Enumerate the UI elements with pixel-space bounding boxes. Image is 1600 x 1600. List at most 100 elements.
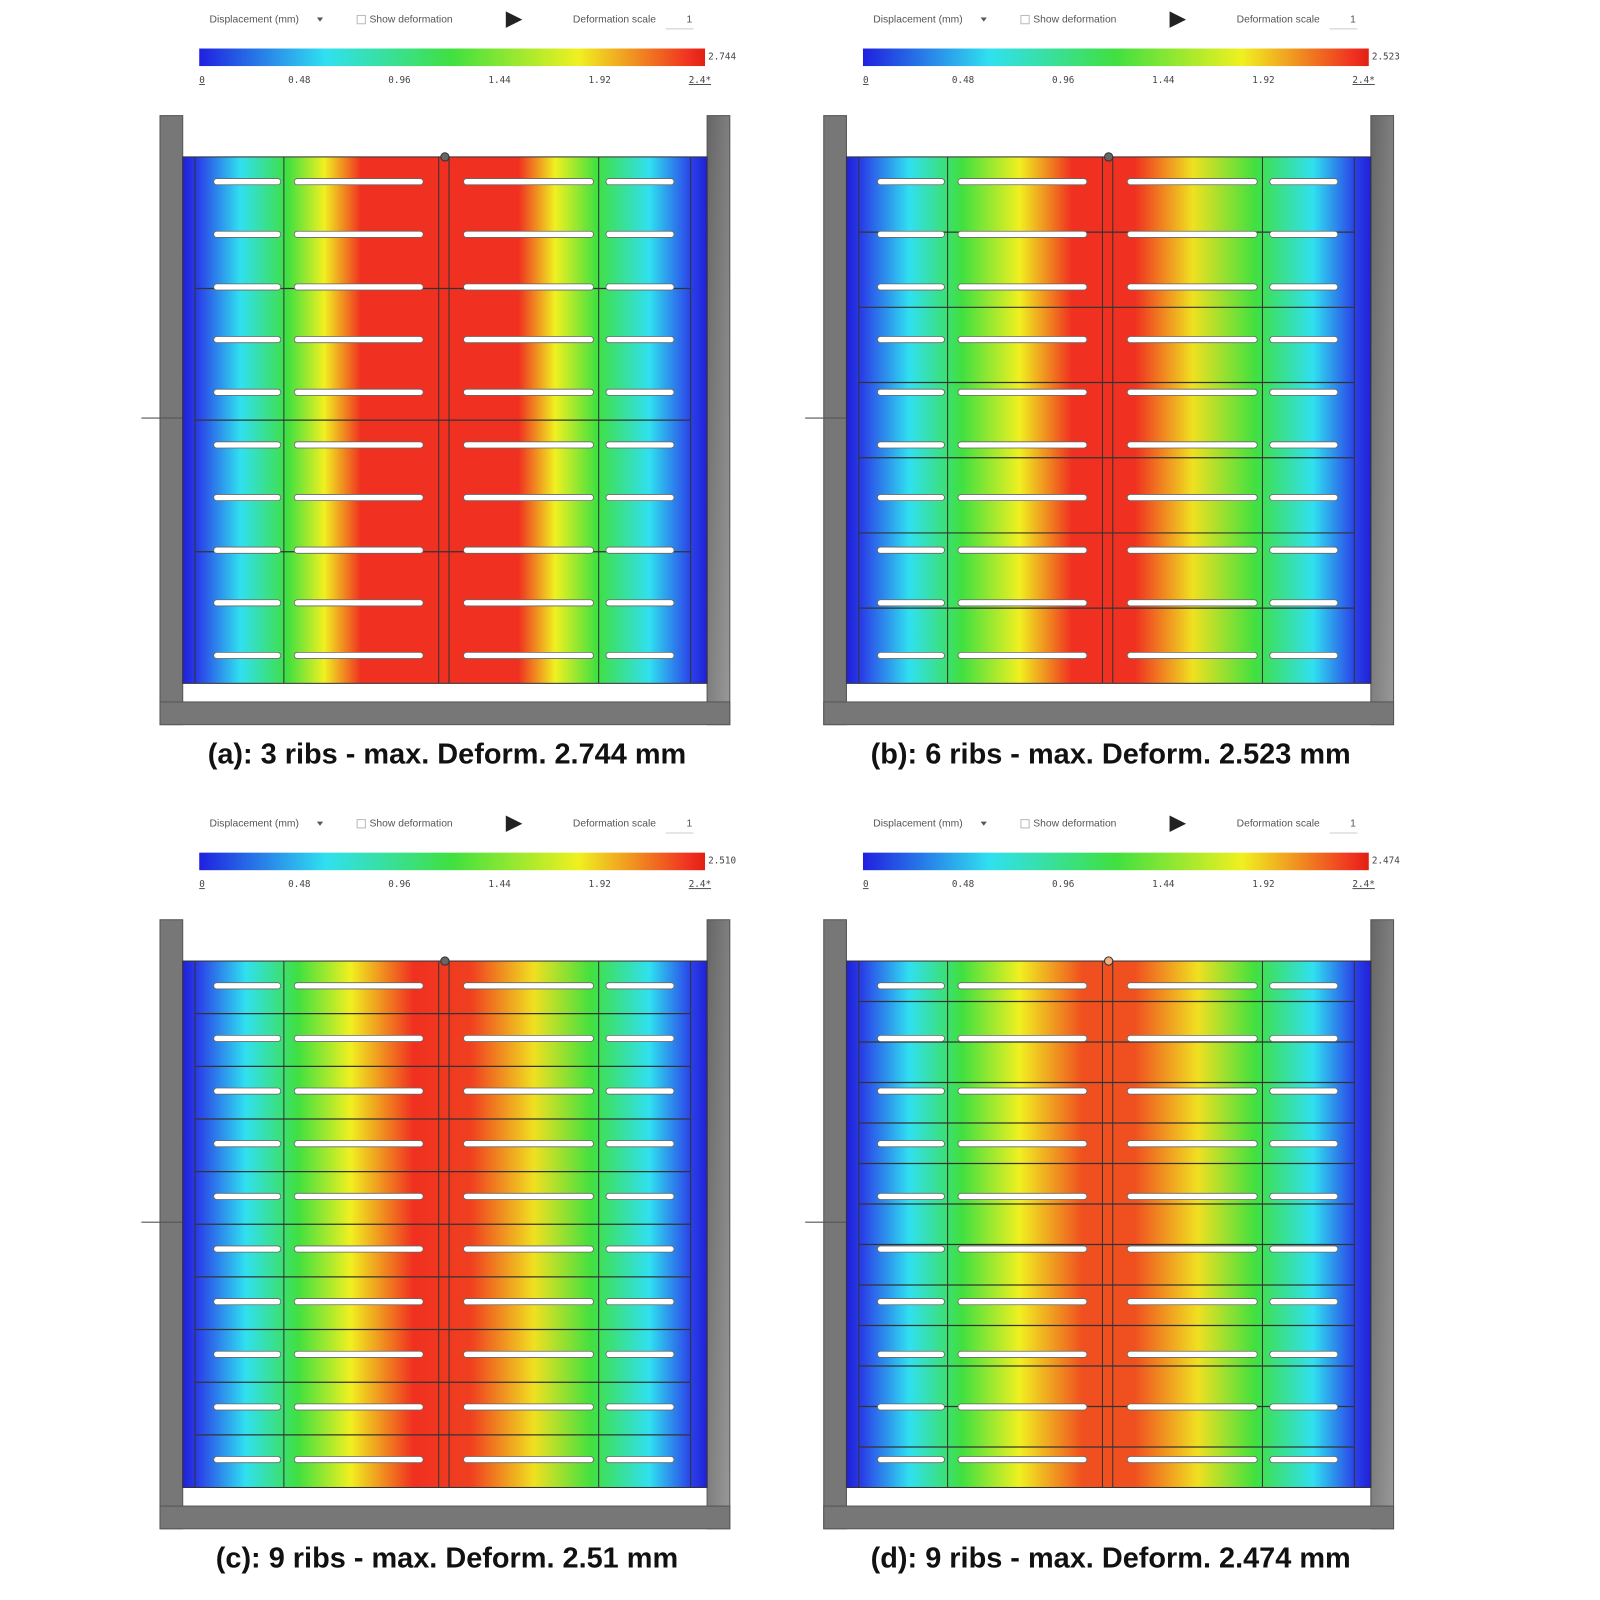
slot bbox=[1269, 1298, 1339, 1306]
slot bbox=[1126, 1298, 1258, 1306]
slot bbox=[957, 599, 1088, 607]
caption: (c): 9 ribs - max. Deform. 2.51 mm bbox=[216, 1542, 678, 1574]
slot bbox=[293, 1403, 424, 1411]
slot bbox=[293, 230, 424, 238]
slot bbox=[605, 599, 675, 607]
slot bbox=[1269, 651, 1339, 659]
slot bbox=[213, 1140, 282, 1148]
slot bbox=[463, 982, 594, 990]
slot bbox=[1269, 1140, 1339, 1148]
colorbar-tick-label: 1.92 bbox=[1252, 879, 1274, 890]
scale-value[interactable]: 1 bbox=[1350, 818, 1356, 829]
colorbar-tick-label: 0.96 bbox=[1052, 879, 1074, 890]
checkbox[interactable] bbox=[356, 14, 366, 25]
slot bbox=[1269, 1192, 1339, 1200]
frame-bottom bbox=[823, 1505, 1395, 1530]
slot bbox=[463, 494, 594, 502]
slot bbox=[605, 388, 675, 396]
slot bbox=[293, 1456, 424, 1464]
slot bbox=[1269, 1403, 1339, 1411]
toolbar: Displacement (mm) Show deformation Deforma… bbox=[210, 11, 694, 30]
dropdown-caret bbox=[316, 821, 324, 826]
slot bbox=[605, 441, 675, 449]
slot bbox=[877, 546, 945, 554]
frame-bottom bbox=[823, 701, 1395, 726]
slot bbox=[213, 178, 282, 186]
colorbar-tick-label: 0 bbox=[199, 879, 205, 890]
result-dropdown[interactable]: Displacement (mm) bbox=[210, 818, 299, 829]
slot bbox=[1269, 1245, 1339, 1253]
slot bbox=[213, 1350, 282, 1358]
slot bbox=[463, 546, 594, 554]
slot bbox=[957, 1403, 1088, 1411]
result-dropdown[interactable]: Displacement (mm) bbox=[873, 14, 962, 25]
colorbar-max: 2.523 bbox=[1372, 51, 1400, 62]
slot bbox=[213, 494, 282, 502]
slot bbox=[1126, 599, 1258, 607]
colorbar-tick-label: 1.44 bbox=[488, 75, 511, 86]
slot bbox=[605, 178, 675, 186]
colorbar bbox=[862, 852, 1369, 871]
checkbox-label: Show deformation bbox=[1033, 14, 1116, 25]
slot bbox=[213, 651, 282, 659]
checkbox-label: Show deformation bbox=[1033, 818, 1116, 829]
slot bbox=[957, 494, 1088, 502]
caption: (d): 9 ribs - max. Deform. 2.474 mm bbox=[871, 1542, 1351, 1574]
slot bbox=[1269, 230, 1339, 238]
slot bbox=[605, 1192, 675, 1200]
frame-left-post bbox=[823, 919, 847, 1530]
slot bbox=[463, 1245, 594, 1253]
slot bbox=[1126, 1087, 1258, 1095]
slot bbox=[957, 1087, 1088, 1095]
slot bbox=[957, 1245, 1088, 1253]
slot bbox=[877, 1192, 945, 1200]
scale-value[interactable]: 1 bbox=[1350, 14, 1356, 25]
colorbar-tick-label: 0.48 bbox=[952, 879, 974, 890]
slot bbox=[463, 283, 594, 291]
slot bbox=[957, 388, 1088, 396]
slot bbox=[1126, 178, 1258, 186]
slot bbox=[1126, 283, 1258, 291]
slot bbox=[463, 1140, 594, 1148]
result-dropdown[interactable]: Displacement (mm) bbox=[210, 14, 299, 25]
panel: Displacement (mm) Show deformation Deforma… bbox=[141, 11, 736, 770]
slot bbox=[605, 230, 675, 238]
scale-value[interactable]: 1 bbox=[686, 14, 692, 25]
colorbar-tick-label: 0 bbox=[199, 75, 205, 86]
slot bbox=[877, 336, 945, 344]
slot bbox=[877, 599, 945, 607]
slot bbox=[605, 1350, 675, 1358]
slot bbox=[293, 1245, 424, 1253]
slot bbox=[293, 1298, 424, 1306]
frame-right-post bbox=[1370, 919, 1395, 1530]
result-dropdown[interactable]: Displacement (mm) bbox=[873, 818, 962, 829]
play-button[interactable] bbox=[1169, 815, 1187, 832]
slot bbox=[877, 1034, 945, 1042]
frame-left-post bbox=[159, 919, 184, 1530]
scale-value[interactable]: 1 bbox=[686, 818, 692, 829]
colorbar-tick-label: 0.48 bbox=[288, 75, 310, 86]
slot bbox=[463, 1350, 594, 1358]
slot bbox=[293, 599, 424, 607]
slot bbox=[213, 982, 282, 990]
slot bbox=[877, 1087, 945, 1095]
slot bbox=[1269, 441, 1339, 449]
slot bbox=[213, 1245, 282, 1253]
slot bbox=[877, 982, 945, 990]
play-button[interactable] bbox=[505, 11, 523, 28]
slot bbox=[1269, 336, 1339, 344]
checkbox[interactable] bbox=[356, 819, 366, 829]
checkbox[interactable] bbox=[1020, 14, 1030, 25]
checkbox-label: Show deformation bbox=[370, 818, 453, 829]
slot bbox=[1126, 1192, 1258, 1200]
play-button[interactable] bbox=[1169, 11, 1187, 28]
checkbox[interactable] bbox=[1020, 819, 1030, 829]
load-point bbox=[440, 152, 450, 162]
panel: Displacement (mm) Show deformation Deforma… bbox=[805, 11, 1400, 770]
slot bbox=[293, 1350, 424, 1358]
slot bbox=[293, 283, 424, 291]
play-button[interactable] bbox=[505, 815, 523, 832]
colorbar-tick-label: 1.44 bbox=[1152, 75, 1175, 86]
colorbar bbox=[862, 48, 1369, 67]
